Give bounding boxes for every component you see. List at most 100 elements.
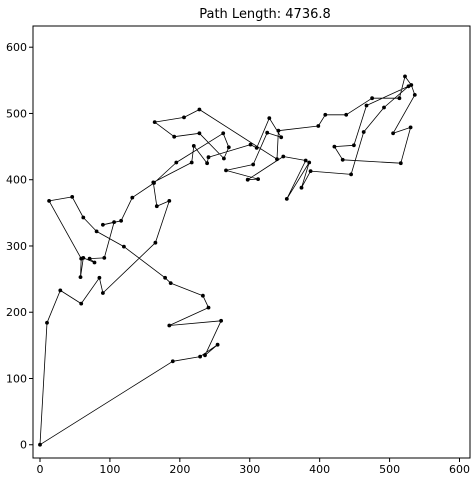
data-point	[47, 199, 51, 203]
data-point	[219, 318, 224, 323]
data-point	[361, 130, 366, 134]
data-point	[174, 160, 179, 165]
data-point	[248, 142, 253, 147]
data-point	[254, 146, 259, 150]
y-tick-label: 400	[6, 174, 27, 187]
data-point	[189, 160, 194, 165]
data-point	[382, 105, 386, 110]
data-point	[349, 172, 353, 177]
data-point	[391, 131, 395, 136]
data-point	[168, 281, 173, 285]
data-point	[203, 353, 207, 358]
data-point	[130, 195, 135, 200]
data-point	[206, 155, 211, 160]
data-point	[226, 145, 231, 150]
x-tick-label: 400	[309, 463, 330, 476]
data-point	[409, 83, 414, 87]
data-point	[163, 275, 168, 280]
data-point	[112, 220, 116, 225]
y-tick-label: 600	[6, 41, 27, 54]
data-point	[92, 260, 97, 265]
data-point	[340, 157, 345, 162]
x-tick-label: 600	[449, 463, 470, 476]
data-point	[152, 120, 157, 124]
x-tick-label: 500	[379, 463, 400, 476]
data-point	[275, 157, 279, 162]
data-point	[153, 240, 158, 245]
y-tick-label: 500	[6, 107, 27, 120]
data-point	[412, 93, 417, 97]
data-point	[197, 131, 202, 136]
data-point	[303, 158, 308, 163]
data-point	[79, 256, 84, 261]
data-point	[79, 301, 84, 306]
data-point	[299, 185, 304, 190]
data-point	[58, 288, 63, 293]
data-point	[122, 244, 126, 249]
data-point	[332, 144, 337, 149]
data-point	[119, 218, 123, 223]
x-tick-label: 100	[99, 463, 120, 476]
data-point	[78, 275, 83, 279]
plot-area	[38, 74, 417, 447]
data-point	[197, 107, 202, 112]
data-point	[101, 291, 105, 295]
data-point	[308, 169, 313, 174]
data-point	[276, 128, 281, 133]
y-tick-label: 100	[6, 372, 27, 385]
data-point	[256, 177, 260, 182]
data-point	[87, 256, 92, 261]
data-point	[281, 154, 286, 159]
data-point	[172, 134, 177, 139]
data-point	[224, 168, 228, 173]
data-point	[215, 342, 220, 347]
data-point	[101, 222, 105, 227]
data-point	[201, 293, 205, 298]
data-point	[38, 442, 42, 447]
data-point	[97, 275, 102, 280]
x-tick-label: 200	[169, 463, 190, 476]
y-tick-label: 200	[6, 306, 27, 319]
data-point	[221, 131, 226, 136]
data-point	[267, 116, 272, 120]
data-point	[245, 177, 250, 182]
x-tick-label: 0	[36, 463, 43, 476]
data-point	[279, 135, 284, 140]
data-point	[222, 156, 226, 161]
x-tick-label: 300	[239, 463, 260, 476]
data-point	[352, 143, 356, 148]
data-point	[397, 96, 402, 101]
data-point	[182, 115, 186, 120]
data-point	[94, 229, 99, 234]
data-point	[364, 103, 369, 108]
data-point	[167, 199, 172, 203]
data-point	[370, 96, 374, 101]
data-point	[45, 320, 49, 325]
data-point	[408, 125, 413, 130]
data-point	[152, 181, 156, 185]
data-point	[316, 124, 321, 128]
data-point	[167, 323, 172, 328]
axes-frame	[32, 25, 471, 459]
data-point	[403, 74, 407, 79]
data-point	[154, 204, 159, 209]
data-point	[102, 256, 107, 260]
data-point	[307, 160, 312, 165]
data-point	[323, 112, 328, 117]
data-point	[344, 112, 349, 117]
axes: 0 100 200 300 400 500 600 0 100 200 300 400 500 600	[6, 25, 471, 476]
data-point	[170, 359, 175, 364]
y-tick-label: 300	[6, 240, 27, 253]
data-point	[398, 161, 403, 166]
data-point	[205, 161, 210, 166]
data-point	[251, 162, 256, 167]
data-point	[206, 305, 211, 310]
data-point	[81, 215, 86, 220]
y-tick-label: 0	[20, 439, 27, 452]
data-point	[284, 197, 289, 201]
chart-title: Path Length: 4736.8	[199, 7, 331, 22]
data-point	[191, 144, 196, 148]
